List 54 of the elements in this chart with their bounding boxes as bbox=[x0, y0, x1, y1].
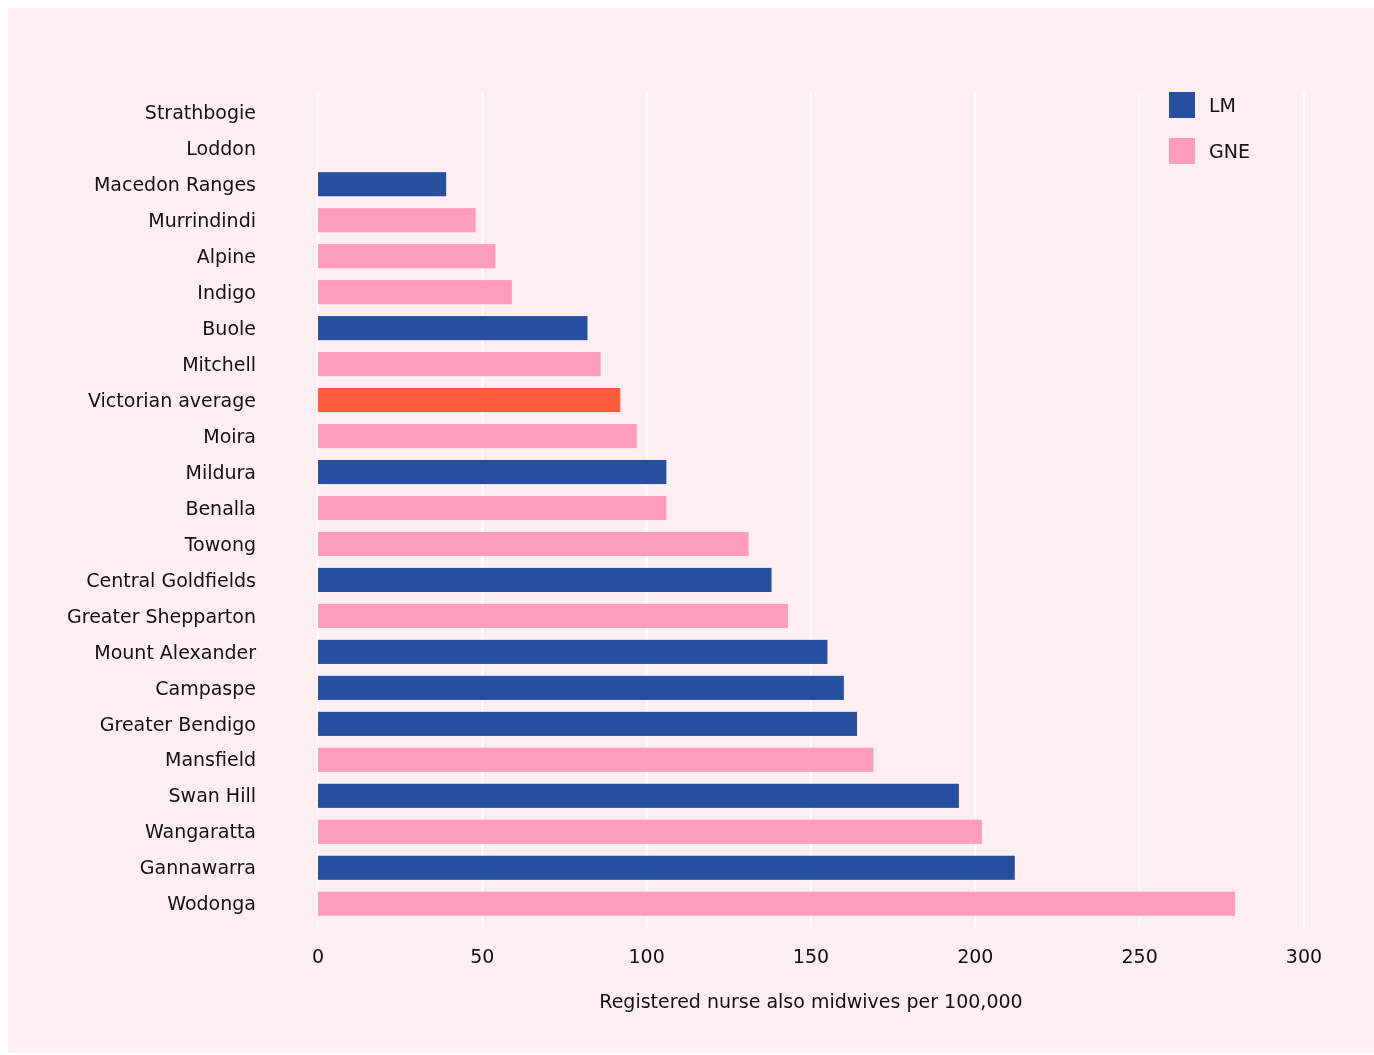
bar bbox=[318, 603, 788, 628]
bar bbox=[318, 495, 667, 521]
bar bbox=[318, 711, 858, 736]
y-tick-label: Wangaratta bbox=[145, 820, 256, 843]
y-tick-label: Central Goldfields bbox=[86, 568, 256, 591]
bar bbox=[318, 388, 621, 413]
y-tick-label: Indigo bbox=[197, 280, 256, 303]
x-tick-label: 150 bbox=[792, 945, 830, 967]
bar bbox=[318, 459, 667, 485]
y-tick-label: Buole bbox=[202, 316, 256, 339]
y-tick-label: Towong bbox=[183, 532, 256, 555]
y-tick-label: Greater Bendigo bbox=[99, 712, 256, 735]
bar bbox=[318, 352, 601, 377]
bar bbox=[318, 172, 447, 197]
x-tick-label: 50 bbox=[470, 945, 495, 967]
y-tick-label: Loddon bbox=[186, 136, 256, 159]
y-tick-label: Mitchell bbox=[182, 352, 256, 375]
x-tick-label: 250 bbox=[1121, 945, 1158, 967]
bar bbox=[318, 244, 496, 269]
y-tick-label: Wodonga bbox=[167, 892, 256, 915]
y-tick-label: Moira bbox=[203, 424, 256, 447]
bar bbox=[318, 567, 772, 593]
y-tick-label: Campaspe bbox=[155, 676, 256, 699]
y-tick-label: Alpine bbox=[196, 244, 256, 267]
legend-label: GNE bbox=[1209, 139, 1250, 162]
bar bbox=[318, 423, 637, 449]
y-tick-label: Mildura bbox=[185, 460, 256, 483]
legend-label: LM bbox=[1209, 93, 1236, 116]
bar bbox=[318, 531, 749, 557]
y-tick-label: Macedon Ranges bbox=[93, 172, 256, 195]
bar bbox=[318, 855, 1015, 880]
bar bbox=[318, 208, 476, 233]
bar bbox=[318, 639, 828, 664]
bar bbox=[318, 280, 512, 305]
bar bbox=[318, 316, 588, 341]
y-tick-label: Victorian average bbox=[88, 388, 256, 411]
y-tick-label: Strathbogie bbox=[144, 100, 256, 123]
x-tick-label: 300 bbox=[1285, 945, 1323, 967]
y-tick-label: Swan Hill bbox=[168, 784, 256, 807]
x-axis-title: Registered nurse also midwives per 100,000 bbox=[599, 990, 1023, 1012]
x-tick-label: 200 bbox=[957, 945, 994, 967]
y-tick-label: Greater Shepparton bbox=[67, 604, 256, 627]
y-tick-label: Mansfield bbox=[165, 748, 256, 771]
y-tick-label: Mount Alexander bbox=[94, 640, 257, 663]
bar bbox=[318, 891, 1235, 916]
x-tick-label: 100 bbox=[628, 945, 665, 967]
x-tick-label: 0 bbox=[311, 945, 325, 967]
y-tick-label: Gannawarra bbox=[139, 856, 256, 879]
y-tick-label: Murrindindi bbox=[148, 208, 256, 231]
bar bbox=[318, 747, 874, 772]
bar bbox=[318, 675, 844, 700]
bar bbox=[318, 783, 959, 808]
y-tick-label: Benalla bbox=[185, 496, 256, 519]
bar bbox=[318, 819, 982, 844]
